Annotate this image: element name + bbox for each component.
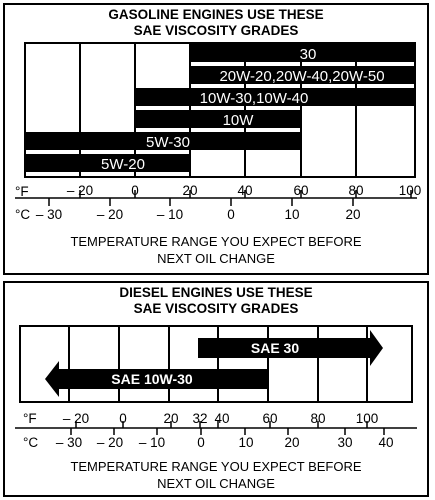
gasoline-c-tick: 0 (227, 207, 235, 222)
diesel-note-line1: TEMPERATURE RANGE YOU EXPECT BEFORE (70, 459, 362, 474)
diesel-grid (19, 325, 413, 403)
gasoline-f-tick: 60 (293, 183, 308, 198)
gasoline-title-line1: GASOLINE ENGINES USE THESE (108, 7, 324, 22)
diesel-c-tick: – 10 (139, 435, 165, 450)
grade-bar-30 (190, 44, 414, 62)
gasoline-title-line2: SAE VISCOSITY GRADES (133, 23, 299, 38)
diesel-panel: DIESEL ENGINES USE THESE SAE VISCOSITY G… (3, 281, 429, 497)
diesel-title-line2: SAE VISCOSITY GRADES (133, 301, 299, 316)
diesel-f-tick: 80 (310, 411, 325, 426)
grade-bar-20w (190, 66, 414, 84)
sae-10w-30-arrow (45, 361, 267, 397)
diesel-grid-frame (19, 325, 413, 403)
diesel-f-tick: 60 (262, 411, 277, 426)
sae-30-arrow (198, 330, 383, 366)
gasoline-c-tick: – 30 (36, 207, 62, 222)
grade-label-5w-30: 5W-30 (146, 134, 190, 151)
diesel-c-tick: 40 (378, 435, 393, 450)
grade-bar-10w-30 (135, 88, 414, 106)
grade-label-10w: 10W (223, 112, 255, 129)
diesel-c-tick-marks (70, 428, 385, 435)
diesel-note-line2: NEXT OIL CHANGE (157, 476, 275, 491)
grade-label-20w: 20W-20,20W-40,20W-50 (219, 68, 384, 85)
gasoline-f-tick: – 20 (67, 183, 93, 198)
gasoline-f-tick: 40 (237, 183, 252, 198)
grade-bar-10w (135, 110, 301, 128)
diesel-f-tick: 40 (214, 411, 229, 426)
gasoline-f-tick: 80 (348, 183, 363, 198)
gasoline-c-tick: 20 (345, 207, 360, 222)
diesel-f-tick: – 20 (63, 411, 89, 426)
diesel-c-tick: 10 (238, 435, 253, 450)
diesel-c-tick: – 30 (56, 435, 82, 450)
diesel-c-tick: 20 (284, 435, 299, 450)
gasoline-c-tick: – 10 (157, 207, 183, 222)
gasoline-note-line1: TEMPERATURE RANGE YOU EXPECT BEFORE (70, 234, 362, 249)
diesel-c-tick: 0 (197, 435, 205, 450)
gasoline-f-tick: 100 (399, 183, 422, 198)
grade-bar-5w-30 (25, 132, 301, 150)
diesel-f-tick: 20 (163, 411, 178, 426)
gasoline-f-tick-marks (79, 190, 412, 198)
gasoline-c-tick-marks (48, 198, 354, 206)
diesel-f-tick: 100 (356, 411, 379, 426)
gasoline-f-tick: 0 (131, 183, 139, 198)
diesel-f-tick: 32 (192, 411, 207, 426)
gasoline-f-tick: 20 (182, 183, 197, 198)
diesel-f-tick-marks (75, 421, 368, 428)
diesel-f-unit: °F (23, 411, 37, 426)
grade-label-5w-20: 5W-20 (101, 156, 145, 173)
sae-30-label: SAE 30 (251, 340, 299, 356)
gasoline-c-tick: – 20 (97, 207, 123, 222)
gasoline-note-line2: NEXT OIL CHANGE (157, 251, 275, 266)
gasoline-f-unit: °F (15, 184, 29, 199)
grade-label-10w-30: 10W-30,10W-40 (200, 90, 309, 107)
gasoline-chart: 30 20W-20,20W-40,20W-50 10W-30,10W-40 10… (15, 42, 422, 222)
gasoline-panel: GASOLINE ENGINES USE THESE SAE VISCOSITY… (3, 3, 429, 275)
diesel-c-tick: 30 (337, 435, 352, 450)
diesel-c-unit: °C (23, 435, 38, 450)
diesel-f-tick: 0 (119, 411, 127, 426)
gasoline-c-tick: 10 (284, 207, 299, 222)
sae-10w-30-label: SAE 10W-30 (111, 371, 193, 387)
diesel-title-line1: DIESEL ENGINES USE THESE (119, 285, 313, 300)
gasoline-c-unit: °C (15, 207, 30, 222)
grade-label-30: 30 (300, 46, 317, 63)
diesel-chart: SAE 30 SAE 10W-30 °F – 20 0 20 32 40 60 … (15, 325, 417, 450)
diesel-c-tick: – 20 (97, 435, 123, 450)
grade-bar-5w-20 (25, 154, 190, 172)
